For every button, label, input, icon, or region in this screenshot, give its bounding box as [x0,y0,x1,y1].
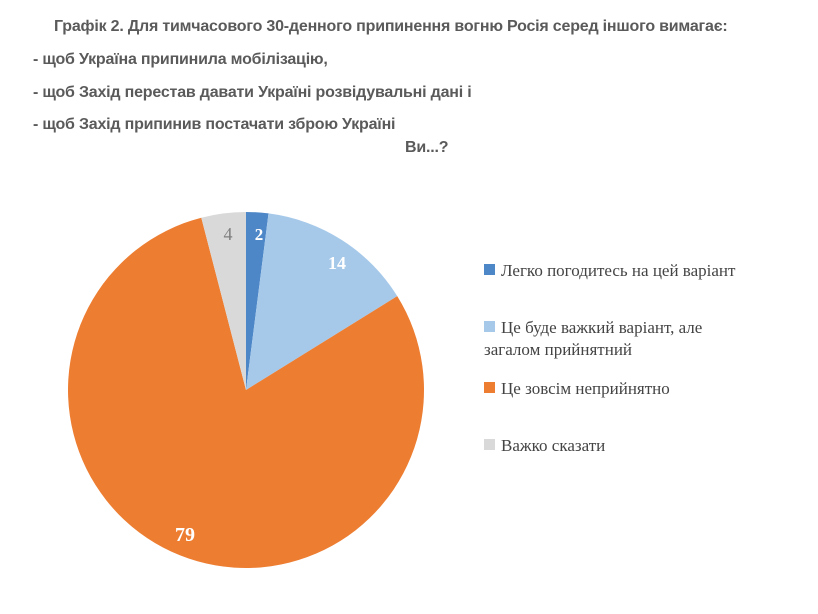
legend-swatch-gray-icon [484,439,495,450]
pie-slice [246,213,398,390]
pie-value-label: 2 [255,225,264,244]
pie-value-label: 14 [328,253,346,273]
legend-swatch-orange-icon [484,382,495,393]
chart-title: Графік 2. Для тимчасового 30-денного при… [54,18,728,35]
legend-item-hard-but-acceptable: Це буде важкий варіант, але загалом прий… [484,317,744,361]
pie-slice [246,212,269,390]
legend-label: Це буде важкий варіант, але загалом прий… [484,318,703,359]
pie-slice [201,212,246,390]
legend-swatch-blue-icon [484,264,495,275]
legend-item-hard-to-say: Важко сказати [484,435,744,457]
chart-subtitle-bullet-1: - щоб Україна припинила мобілізацію, [33,51,328,68]
pie-slice [68,217,425,569]
legend-label: Легко погодитесь на цей варіант [501,261,736,280]
legend-swatch-lightblue-icon [484,321,495,332]
legend-label: Важко сказати [501,436,606,455]
chart-subtitle-bullet-3: - щоб Захід припинив постачати зброю Укр… [33,116,396,133]
pie-value-label: 4 [224,224,233,244]
chart-question-text: Ви...? [405,139,449,156]
chart-subtitle-bullet-2: - щоб Захід перестав давати Україні розв… [33,84,472,101]
pie-value-label: 79 [175,524,195,546]
legend-label: Це зовсім неприйнятно [501,379,670,398]
legend-item-unacceptable: Це зовсім неприйнятно [484,378,744,400]
legend-item-easy-agree: Легко погодитесь на цей варіант [484,260,744,282]
